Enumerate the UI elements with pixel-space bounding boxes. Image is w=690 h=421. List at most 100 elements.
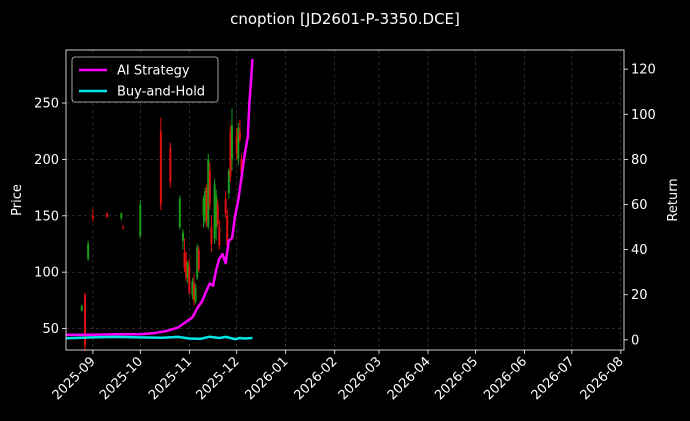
candle-body [230,125,233,160]
candle [181,229,184,250]
candle-body [178,198,181,228]
chart-title: cnoption [JD2601-P-3350.DCE] [230,10,460,28]
candle [237,123,240,166]
candle [178,195,181,230]
candle [213,178,216,244]
candle-body [238,131,241,140]
candle-body [204,190,207,222]
ai-strategy-line [65,58,254,337]
candle [193,274,196,307]
candle [216,198,219,228]
candle [106,212,109,219]
y-right-tick-label: 0 [631,333,639,348]
candle [235,127,238,160]
candle [139,200,142,239]
legend: AI Strategy Buy-and-Hold [71,56,219,103]
candle-body [194,287,197,302]
y-axis-left-label: Price [10,184,25,216]
candle-body [218,227,221,246]
candle [210,215,213,252]
candle [183,238,186,273]
y-left-tick-label: 150 [34,209,59,224]
candle-body [186,263,189,278]
candle-body [80,306,83,311]
candle-body [240,159,243,173]
candle [215,189,218,241]
y-axis-right-label: Return [666,178,681,221]
candle [83,292,86,352]
candle-body [191,281,194,295]
candle [227,168,230,199]
candle [218,220,221,250]
candle-body [213,184,216,239]
candle [87,240,90,261]
candle [185,251,188,282]
candle-body [139,204,142,237]
candle-body [202,198,205,216]
candle [196,243,199,281]
candle-body [205,187,208,222]
y-axis-right: 0 20 40 60 80 100 120 [624,63,656,348]
legend-box [71,56,219,103]
candle [224,190,227,219]
candle-body [207,159,210,228]
candle-body [193,283,196,301]
candle-body [229,131,232,177]
candle [207,153,210,230]
candle-body [216,204,219,224]
candle-body [106,213,109,217]
candle-body [237,127,240,160]
y-left-tick-label: 50 [42,322,59,337]
candle [229,125,232,182]
candle-body [197,249,200,270]
y-right-tick-label: 40 [631,243,648,258]
candle [80,304,83,312]
candle-body [185,260,188,278]
series-lines [65,58,254,341]
legend-label-ai-strategy: AI Strategy [117,64,190,79]
candle-body [120,213,123,219]
candle-body [196,247,199,278]
candle [208,162,211,211]
candle-body [87,243,90,259]
candle-body [169,148,172,182]
candle-body [181,232,184,241]
plot-frame [65,49,625,351]
candle [120,212,123,221]
candle [121,224,124,230]
y-axis-left: 50 100 150 200 250 [34,97,66,337]
candle-body [227,170,230,194]
candle [202,195,205,228]
candle-body [159,131,162,205]
candle-body [215,195,218,228]
candle-body [224,198,227,214]
candle [186,260,189,284]
candle-body [210,227,213,244]
candle-body [188,266,191,293]
candle [197,246,200,273]
candle-body [121,227,124,229]
candle [238,119,241,143]
y-left-tick-label: 200 [34,153,59,168]
buy-and-hold-line [65,335,253,341]
candle [191,277,194,300]
candle-body [208,170,211,205]
y-right-tick-label: 60 [631,198,648,213]
legend-label-buy-and-hold: Buy-and-Hold [117,85,205,100]
y-right-tick-label: 20 [631,288,648,303]
candle [205,184,208,228]
candle-body [183,251,186,268]
candles [80,108,243,352]
candle-body [83,294,86,346]
candle [194,283,197,304]
candle [91,209,94,222]
candle-body [226,215,229,246]
candle [159,117,162,211]
y-left-tick-label: 250 [34,97,59,112]
candle-body [235,136,238,154]
candle-body [91,215,94,219]
y-right-tick-label: 100 [631,108,656,123]
candle [230,108,233,171]
candle [204,187,207,224]
